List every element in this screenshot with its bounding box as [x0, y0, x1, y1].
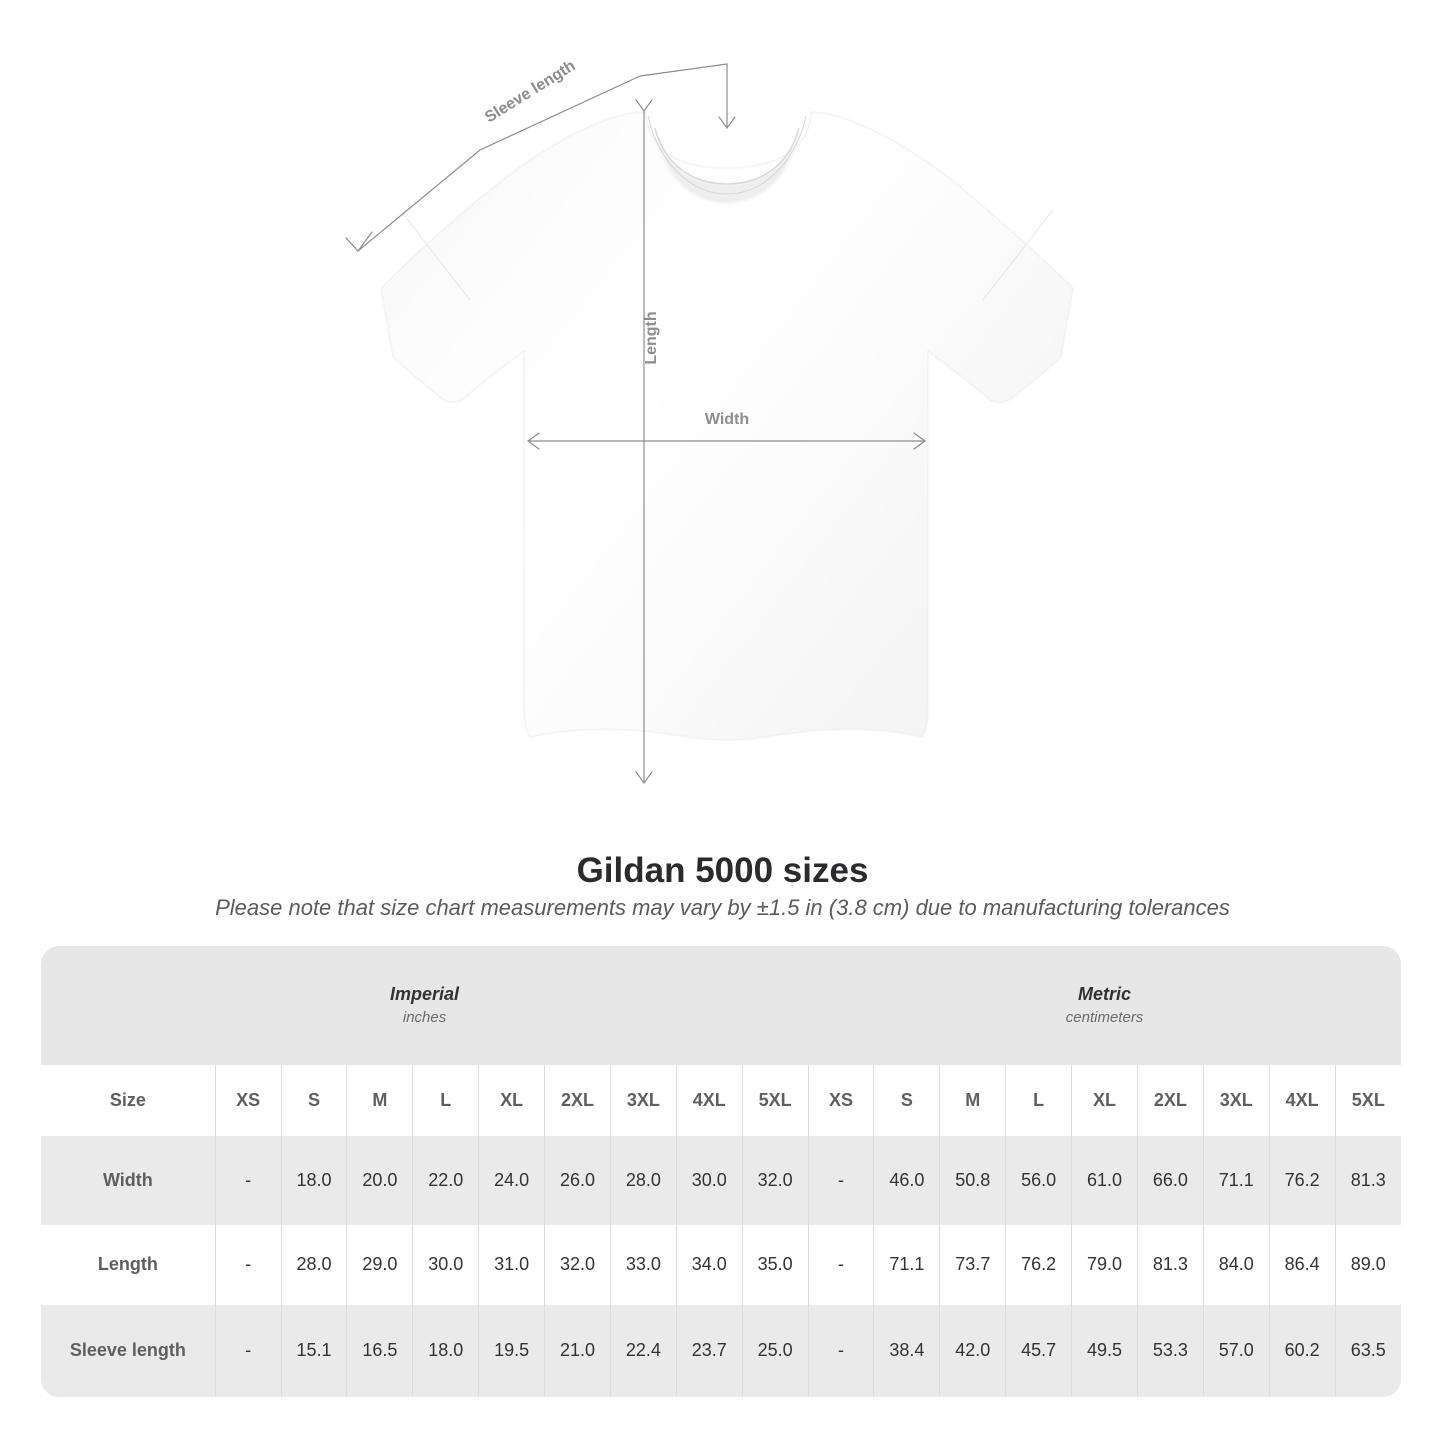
svg-text:Width: Width — [705, 411, 749, 428]
svg-text:Sleeve length: Sleeve length — [482, 57, 578, 126]
svg-text:Length: Length — [643, 311, 660, 364]
